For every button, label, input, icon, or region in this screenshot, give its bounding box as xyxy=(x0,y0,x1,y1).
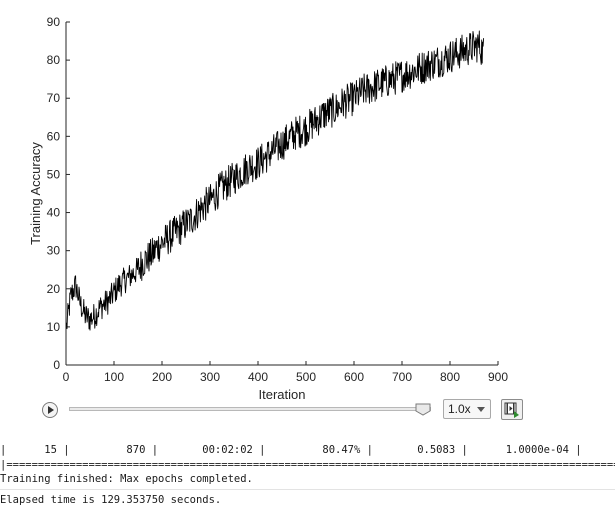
y-tick-label: 50 xyxy=(47,167,61,181)
x-tick-label: 400 xyxy=(248,370,268,384)
x-tick-label: 500 xyxy=(296,370,316,384)
y-tick-label: 90 xyxy=(47,15,61,29)
playback-slider-track[interactable] xyxy=(69,407,431,411)
y-tick-label: 80 xyxy=(47,53,61,67)
x-tick-label: 700 xyxy=(392,370,412,384)
training-plot-figure: 0 100 200 300 400 500 600 700 800 900 0 10 20 30 40 50 6… xyxy=(0,0,615,400)
playback-speed-select[interactable]: 1.0x xyxy=(443,399,491,419)
elapsed-time-message: Elapsed time is 129.353750 seconds. xyxy=(0,494,222,506)
y-tick-label: 60 xyxy=(47,129,61,143)
training-finished-message: Training finished: Max epochs completed. xyxy=(0,473,253,485)
console-divider xyxy=(0,489,615,490)
export-video-icon xyxy=(504,402,519,418)
accuracy-series-line xyxy=(66,30,485,331)
x-tick-label: 200 xyxy=(152,370,172,384)
y-tick-label: 30 xyxy=(47,244,61,258)
progress-table-row: | 15 | 870 | 00:02:02 | 80.47% | 0.5083 … xyxy=(0,444,582,456)
slider-thumb-icon[interactable] xyxy=(415,403,431,416)
chevron-down-icon xyxy=(477,407,485,412)
y-axis-title: Training Accuracy xyxy=(28,142,43,245)
x-tick-label: 100 xyxy=(104,370,124,384)
y-tick-label: 40 xyxy=(47,206,61,220)
play-button[interactable] xyxy=(42,402,58,418)
x-tick-label: 900 xyxy=(488,370,508,384)
y-tick-label: 20 xyxy=(47,282,61,296)
x-tick-label: 0 xyxy=(63,370,70,384)
playback-speed-value: 1.0x xyxy=(448,402,471,416)
figure-background xyxy=(0,0,615,400)
export-video-button[interactable] xyxy=(501,399,523,420)
progress-table-separator: |=======================================… xyxy=(0,459,615,471)
y-tick-label: 0 xyxy=(53,358,60,372)
y-tick-label: 10 xyxy=(47,320,61,334)
play-icon xyxy=(48,406,54,414)
training-accuracy-chart: 0 100 200 300 400 500 600 700 800 900 0 10 20 30 40 50 6… xyxy=(0,0,615,400)
y-tick-label: 70 xyxy=(47,91,61,105)
x-tick-label: 300 xyxy=(200,370,220,384)
x-axis-title: Iteration xyxy=(259,387,306,400)
x-tick-label: 800 xyxy=(440,370,460,384)
x-tick-label: 600 xyxy=(344,370,364,384)
